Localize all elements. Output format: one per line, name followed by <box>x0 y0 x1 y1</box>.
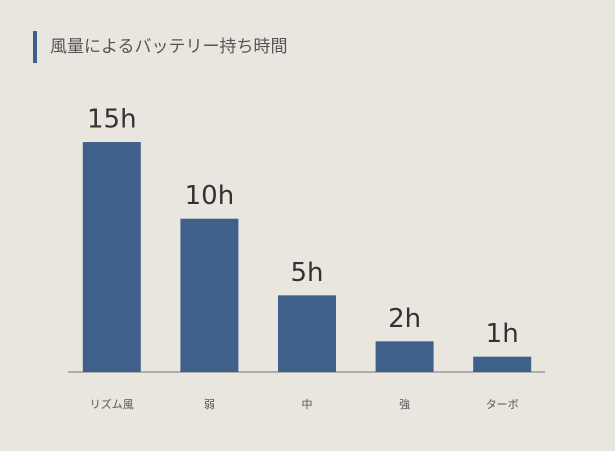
title-accent <box>33 31 37 63</box>
value-label: 1h <box>486 319 519 349</box>
chart-title: 風量によるバッテリー持ち時間 <box>50 37 288 57</box>
bar <box>278 295 336 372</box>
bar <box>473 356 532 372</box>
value-label: 5h <box>290 258 323 288</box>
x-tick-label: ターボ <box>486 398 519 411</box>
x-tick-label: 弱 <box>204 398 215 411</box>
x-tick-label: 強 <box>399 398 410 411</box>
x-tick-label: リズム風 <box>90 397 134 411</box>
value-label: 10h <box>185 181 235 211</box>
x-tick-label: 中 <box>302 398 313 411</box>
value-label: 2h <box>388 304 421 334</box>
bar <box>82 142 141 372</box>
bar <box>375 341 434 372</box>
value-label: 15h <box>87 105 137 135</box>
bar <box>180 218 239 372</box>
